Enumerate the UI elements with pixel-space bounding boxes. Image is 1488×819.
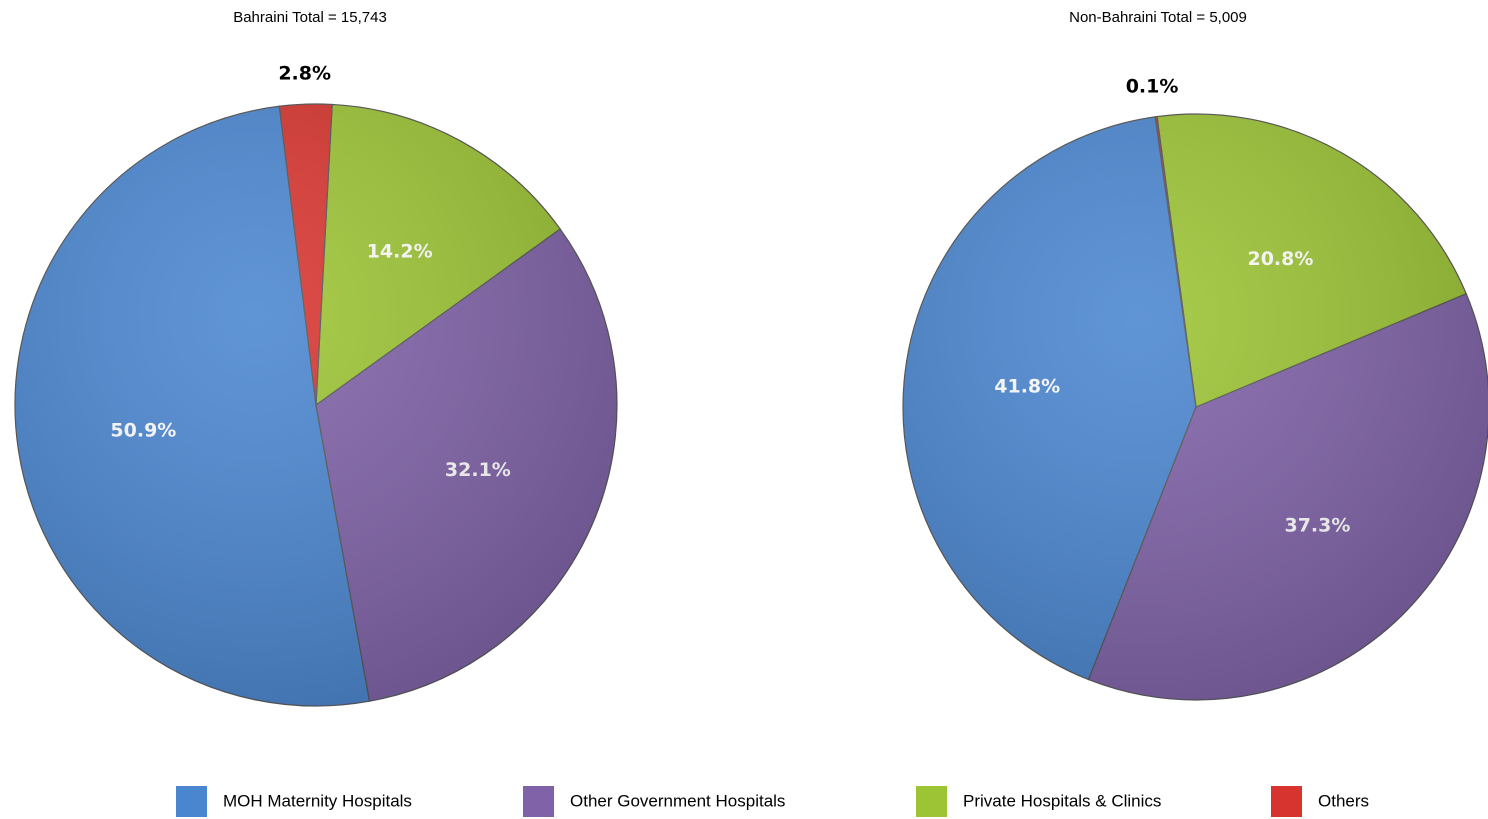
legend-swatch xyxy=(176,786,207,817)
data-label: 14.2% xyxy=(367,240,433,262)
legend-label: Others xyxy=(1318,791,1369,810)
data-label: 41.8% xyxy=(994,375,1060,397)
legend-label: Private Hospitals & Clinics xyxy=(963,791,1161,810)
legend-label: Other Government Hospitals xyxy=(570,791,785,810)
data-label: 32.1% xyxy=(445,459,511,481)
chart-title: Non-Bahraini Total = 5,009 xyxy=(1069,9,1247,26)
legend-swatch xyxy=(916,786,947,817)
data-label: 2.8% xyxy=(278,63,331,85)
chart-title: Bahraini Total = 15,743 xyxy=(233,9,387,26)
legend-label: MOH Maternity Hospitals xyxy=(223,791,412,810)
data-label: 20.8% xyxy=(1247,248,1313,270)
data-label: 37.3% xyxy=(1284,514,1350,536)
data-label: 0.1% xyxy=(1126,76,1179,98)
legend-swatch xyxy=(523,786,554,817)
data-label: 50.9% xyxy=(110,420,176,442)
legend-swatch xyxy=(1271,786,1302,817)
